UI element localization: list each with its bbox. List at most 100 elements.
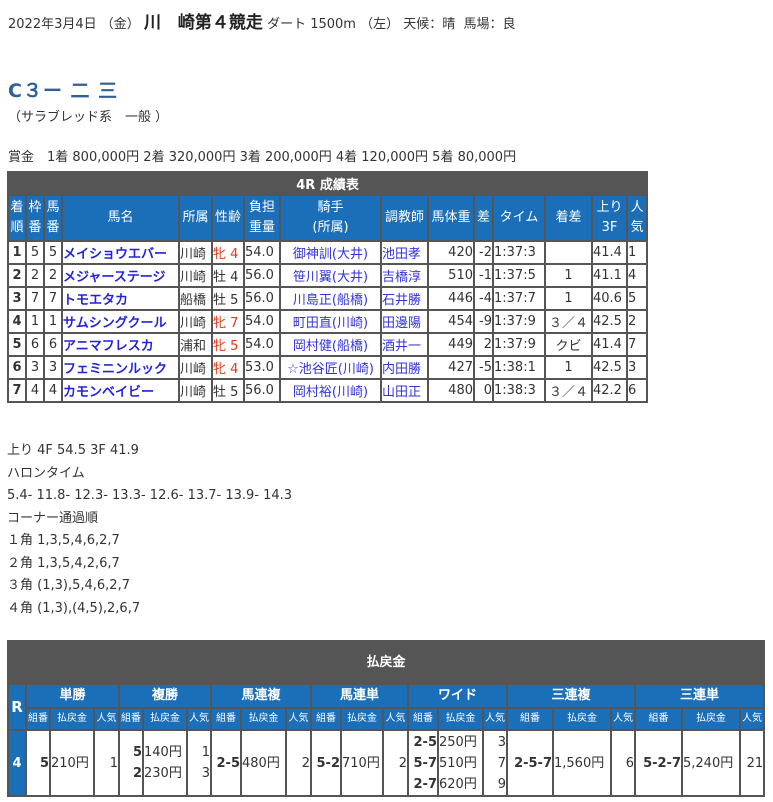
weather: 天候：晴 <box>403 17 456 32</box>
number-cell: 5 <box>43 240 63 265</box>
last-3f-cell: 42.5 <box>591 309 628 334</box>
combo-value: 5 <box>39 755 49 771</box>
trainer-cell[interactable]: 酒井一 <box>380 332 429 357</box>
weight-diff-cell: -5 <box>473 355 494 380</box>
payout-title: 払戻金 <box>6 640 766 685</box>
weekday: （金） <box>100 17 140 32</box>
jockey-cell[interactable]: 川島正(船橋) <box>279 286 382 311</box>
payout-subheader: 組番 <box>506 707 554 731</box>
jockey-cell[interactable]: 町田直(川崎) <box>279 309 382 334</box>
payout-subheader: 組番 <box>310 707 342 731</box>
combo-value: 5-2 <box>316 755 340 771</box>
prize-money: 賞金 1着 800,000円 2着 320,000円 3着 200,000円 4… <box>8 150 517 165</box>
body-weight-cell: 420 <box>427 240 475 265</box>
horse-cell[interactable]: メイショウエバー <box>61 240 180 265</box>
sex-age-cell: 牝 5 <box>211 332 245 357</box>
last-3f-cell: 42.2 <box>591 378 628 403</box>
finish-cell: 5 <box>7 332 27 357</box>
table-row: 3 7 7 トモエタカ 船橋牡 5 56.0 川島正(船橋) 石井勝 446 -4 1:37:7 1 4… <box>7 286 649 311</box>
payout-cell: 1,560円 <box>552 729 612 797</box>
weight-diff-cell: -4 <box>473 286 494 311</box>
trainer-cell[interactable]: 石井勝 <box>380 286 429 311</box>
body-weight-cell: 427 <box>427 355 475 380</box>
results-header: 人 気 <box>625 194 649 242</box>
frame-cell: 4 <box>25 378 45 403</box>
popularity-value: 7 <box>497 755 506 771</box>
race-type: （サラブレッド系 一般 ） <box>8 110 169 125</box>
table-row: 6 3 3 フェミニンルック 川崎牝 4 53.0 ☆池谷匠(川崎) 内田勝 427 -5 1:38… <box>7 355 649 380</box>
horse-cell[interactable]: フェミニンルック <box>61 355 180 380</box>
popularity-cell: 21 <box>738 729 766 797</box>
payout-value: 5,240円 <box>683 755 734 771</box>
affiliation-cell: 船橋 <box>178 286 213 311</box>
results-header: 調教師 <box>380 194 429 242</box>
results-header: 差 <box>473 194 494 242</box>
bet-type-header: 複勝 <box>118 683 212 709</box>
corner-4: ４角 (1,3),(4,5),2,6,7 <box>7 600 141 616</box>
combo-cell: 5-2 <box>310 729 342 797</box>
jockey-cell[interactable]: 岡村健(船橋) <box>279 332 382 357</box>
table-row: 1 5 5 メイショウエバー 川崎牝 4 54.0 御神訓(大井) 池田孝 420 -2 1:37:… <box>7 240 649 265</box>
payout-value: 1,560円 <box>554 755 605 771</box>
body-weight-cell: 446 <box>427 286 475 311</box>
jockey-cell[interactable]: ☆池谷匠(川崎) <box>279 355 382 380</box>
trainer-cell[interactable]: 田邊陽 <box>380 309 429 334</box>
payout-value: 210円 <box>51 755 89 771</box>
corner-1: １角 1,3,5,4,6,2,7 <box>7 533 120 548</box>
results-header: 性齢 <box>211 194 245 242</box>
affiliation-cell: 川崎 <box>178 240 213 265</box>
combo-value: 5-2-7 <box>643 755 681 771</box>
last-3f-cell: 42.5 <box>591 355 628 380</box>
margin-cell: ３／４ <box>544 309 593 334</box>
race-number: 4 <box>7 729 27 797</box>
payout-subheader: 人気 <box>186 707 212 731</box>
popularity-cell: 5 <box>625 286 649 311</box>
frame-cell: 3 <box>25 355 45 380</box>
horse-cell[interactable]: アニマフレスカ <box>61 332 180 357</box>
results-header: 負担 重量 <box>243 194 281 242</box>
horse-cell[interactable]: カモンベイビー <box>61 378 180 403</box>
frame-cell: 2 <box>25 263 45 288</box>
sex-age-cell: 牝 4 <box>211 355 245 380</box>
payout-subheader: 組番 <box>634 707 683 731</box>
jockey-cell[interactable]: 岡村裕(川崎) <box>279 378 382 403</box>
bet-type-header: 馬連複 <box>210 683 312 709</box>
trainer-cell[interactable]: 山田正 <box>380 378 429 403</box>
payout-subheader: 払戻金 <box>552 707 612 731</box>
halon-label: ハロンタイム <box>7 465 85 481</box>
payout-value: 710円 <box>342 755 380 771</box>
trainer-cell[interactable]: 内田勝 <box>380 355 429 380</box>
trainer-cell[interactable]: 吉橋淳 <box>380 263 429 288</box>
horse-cell[interactable]: トモエタカ <box>61 286 180 311</box>
body-weight-cell: 454 <box>427 309 475 334</box>
horse-cell[interactable]: メジャーステージ <box>61 263 180 288</box>
jockey-cell[interactable]: 御神訓(大井) <box>279 240 382 265</box>
trainer-cell[interactable]: 池田孝 <box>380 240 429 265</box>
weight-carried-cell: 56.0 <box>243 263 281 288</box>
combo-value: 2-5 <box>216 755 240 771</box>
weight-diff-cell: 2 <box>473 332 494 357</box>
affiliation-cell: 川崎 <box>178 263 213 288</box>
popularity-value: 2 <box>301 755 310 771</box>
popularity-cell: 2 <box>382 729 409 797</box>
sex-age-cell: 牡 5 <box>211 378 245 403</box>
race-class: C３ー 二 三 <box>8 80 119 102</box>
payout-value: 250円 <box>439 734 477 750</box>
last-3f-cell: 41.1 <box>591 263 628 288</box>
body-weight-cell: 510 <box>427 263 475 288</box>
race-info: 上り 4F 54.5 3F 41.9 ハロンタイム 5.4- 11.8- 12.… <box>7 440 292 620</box>
payout-cell: 480円 <box>240 729 287 797</box>
number-cell: 6 <box>43 332 63 357</box>
popularity-cell: 1 <box>625 240 649 265</box>
popularity-value: 1 <box>109 755 118 771</box>
payout-value: 480円 <box>242 755 280 771</box>
race-date: 2022年3月4日 <box>8 17 97 32</box>
horse-cell[interactable]: サムシングクール <box>61 309 180 334</box>
affiliation-cell: 川崎 <box>178 355 213 380</box>
body-weight-cell: 480 <box>427 378 475 403</box>
jockey-cell[interactable]: 笹川翼(大井) <box>279 263 382 288</box>
payout-cell: 140円 230円 <box>142 729 188 797</box>
course: ダート 1500m <box>267 17 356 32</box>
weight-diff-cell: 0 <box>473 378 494 403</box>
time-cell: 1:37:9 <box>492 309 546 334</box>
